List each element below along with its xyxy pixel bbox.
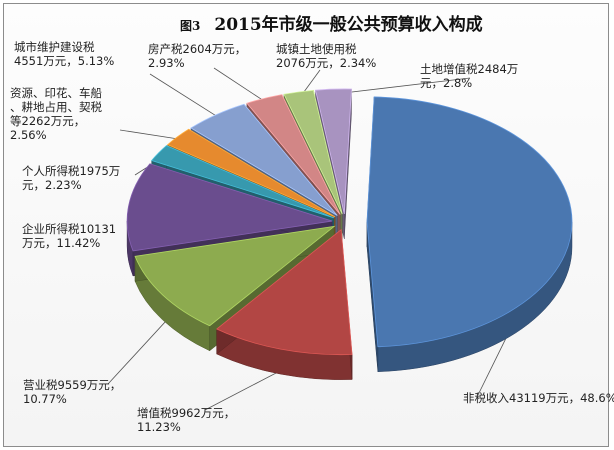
- leader-line-1: [204, 368, 284, 411]
- pie-slice-2: [134, 225, 336, 327]
- leader-line-7: [213, 67, 268, 104]
- pie-slice-5: [166, 128, 336, 218]
- pie-slice-tops: [126, 88, 573, 356]
- chart-title: 图3 2015年市级一般公共预算收入构成: [180, 10, 483, 35]
- pie-slice-7: [246, 94, 341, 215]
- slice-label-land-use-tax: 城镇土地使用税 2076万元，2.34%: [276, 42, 377, 70]
- slice-label-nontax: 非税收入43119万元，48.6%: [463, 391, 614, 405]
- slice-label-property-tax: 房产税2604万元， 2.93%: [148, 42, 247, 70]
- leader-line-6: [149, 73, 222, 120]
- pie-slice-0: [366, 96, 573, 348]
- pie-slice-8: [283, 89, 343, 215]
- slice-label-personal-income-tax: 个人所得税1975万 元，2.23%: [22, 164, 121, 192]
- slice-label-corporate-income-tax: 企业所得税10131 万元，11.42%: [22, 222, 117, 250]
- pie-slice-3: [126, 163, 333, 252]
- pie-slice-9: [315, 88, 352, 215]
- slice-label-land-value-added-tax: 土地增值税2484万 元，2.8%: [420, 62, 519, 90]
- pie-slice-4: [150, 145, 335, 219]
- figure-number: 图3: [180, 19, 201, 33]
- slice-label-vat: 增值税9962万元， 11.23%: [137, 406, 236, 434]
- leader-line-9: [333, 77, 471, 95]
- pie-slice-1: [215, 228, 353, 356]
- slice-label-business-tax: 营业税9559万元， 10.77%: [23, 378, 122, 406]
- chart-title-text: 2015年市级一般公共预算收入构成: [214, 15, 483, 35]
- leader-line-2: [107, 316, 170, 385]
- pie-slice-6: [190, 103, 338, 216]
- slice-label-urban-maintenance-tax: 城市维护建设税 4551万元，5.13%: [14, 40, 115, 68]
- slice-label-resource-stamp-tax: 资源、印花、车船 、耕地占用、契税 等2262万元， 2.56%: [10, 86, 102, 142]
- leader-line-5: [119, 129, 185, 141]
